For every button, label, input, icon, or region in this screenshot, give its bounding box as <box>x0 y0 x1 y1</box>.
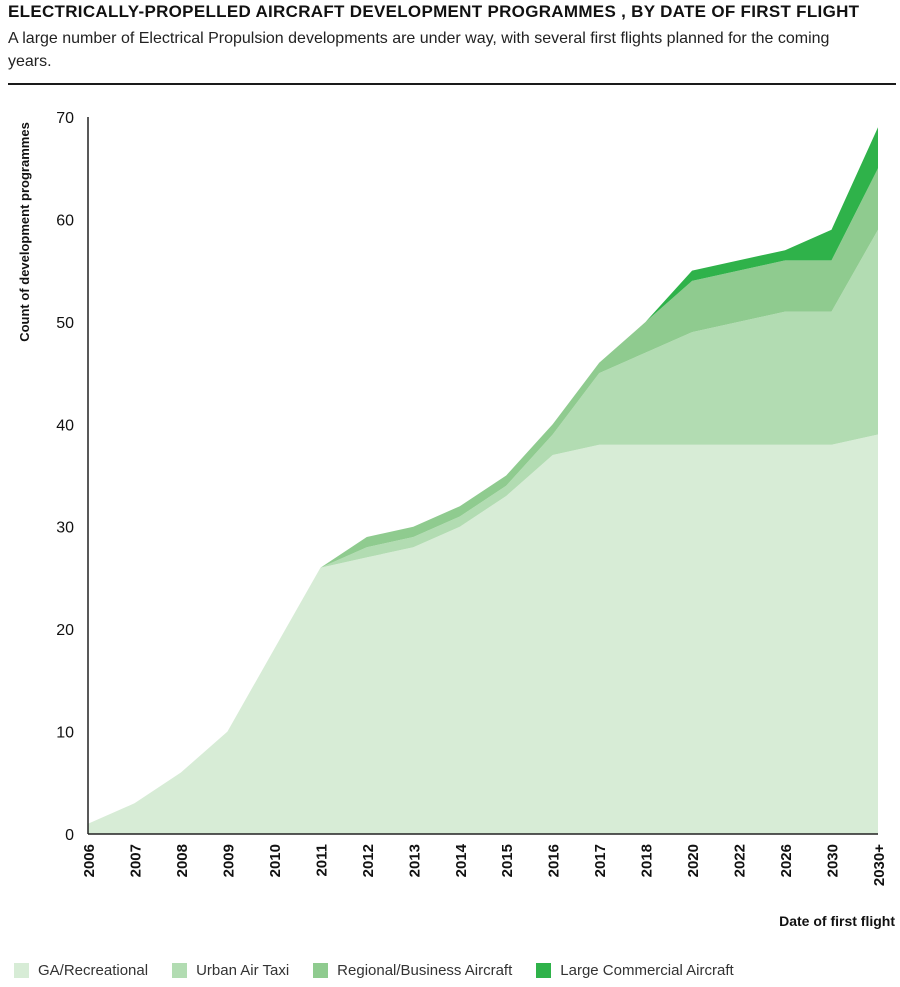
x-tick-label: 2006 <box>81 844 98 877</box>
y-tick-label: 0 <box>65 827 74 844</box>
header-divider <box>8 83 896 85</box>
y-tick-label: 70 <box>56 110 74 127</box>
x-tick-label: 2017 <box>592 844 609 877</box>
x-tick-label: 2030+ <box>871 844 888 886</box>
chart-subtitle: A large number of Electrical Propulsion … <box>8 30 830 70</box>
chart-title: ELECTRICALLY-PROPELLED AIRCRAFT DEVELOPM… <box>8 2 860 21</box>
legend-swatch <box>536 962 552 978</box>
x-tick-label: 2022 <box>732 844 749 877</box>
x-tick-label: 2009 <box>220 844 237 877</box>
legend-swatch <box>313 962 329 978</box>
legend-label: Large Commercial Aircraft <box>560 961 734 979</box>
x-tick-label: 2011 <box>313 844 330 877</box>
legend-item: Large Commercial Aircraft <box>536 961 734 979</box>
legend-item: Regional/Business Aircraft <box>313 962 512 979</box>
legend-label: GA/Recreational <box>38 961 149 979</box>
y-tick-labels: 0 10 20 30 40 50 60 70 <box>56 110 74 844</box>
y-tick-label: 40 <box>56 417 74 434</box>
x-tick-label: 2018 <box>639 844 656 877</box>
x-tick-labels: 2006 2007 2008 2009 2010 2011 2012 2013 2014 2015… <box>81 843 888 886</box>
x-tick-label: 2014 <box>453 843 470 877</box>
x-tick-label: 2010 <box>267 844 284 877</box>
area-series-group <box>88 127 878 834</box>
area-series-urban-air-taxi <box>88 229 878 824</box>
y-tick-label: 30 <box>56 520 74 537</box>
x-tick-label: 2026 <box>778 844 795 877</box>
x-tick-label: 2008 <box>174 844 191 877</box>
area-series-ga-recreational <box>88 434 878 834</box>
y-tick-label: 60 <box>56 212 74 229</box>
x-tick-label: 2015 <box>499 844 516 877</box>
legend-label: Regional/Business Aircraft <box>337 961 513 979</box>
x-axis-label: Date of first flight <box>779 913 895 929</box>
x-tick-label: 2020 <box>685 844 702 877</box>
legend-label: Urban Air Taxi <box>196 961 290 979</box>
x-tick-label: 2007 <box>127 844 144 877</box>
chart-legend: GA/Recreational Urban Air Taxi Regional/Bu… <box>14 960 758 980</box>
area-series-regional-business-aircraft <box>88 168 878 824</box>
legend-item: Urban Air Taxi <box>172 962 289 979</box>
y-axis-label: Count of development programmes <box>17 122 32 342</box>
x-tick-label: 2012 <box>360 844 377 877</box>
legend-item: GA/Recreational <box>14 962 148 979</box>
y-tick-label: 10 <box>56 725 74 742</box>
y-tick-label: 20 <box>56 622 74 639</box>
x-tick-label: 2013 <box>406 844 423 877</box>
y-tick-label: 50 <box>56 315 74 332</box>
x-tick-label: 2016 <box>546 844 563 877</box>
legend-swatch <box>14 962 29 978</box>
x-tick-label: 2030 <box>825 844 842 877</box>
legend-swatch <box>172 962 188 978</box>
